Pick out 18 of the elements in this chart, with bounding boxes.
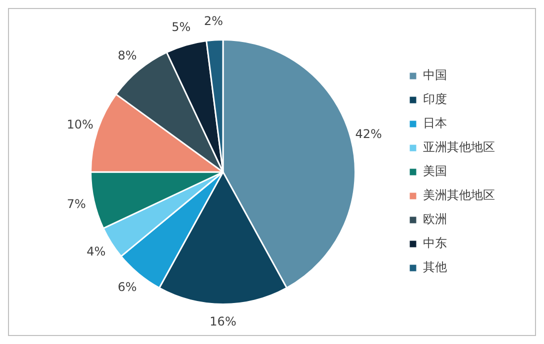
data-label: 2% (204, 14, 224, 28)
legend-label: 中东 (423, 236, 447, 250)
legend-label: 其他 (423, 260, 447, 274)
legend-label: 美洲其他地区 (423, 188, 495, 202)
legend-label: 印度 (423, 92, 447, 106)
data-label: 10% (66, 118, 94, 132)
legend-label: 欧洲 (423, 212, 447, 226)
legend-label: 日本 (423, 116, 447, 130)
legend-label: 美国 (423, 164, 447, 178)
data-label: 7% (66, 196, 86, 211)
data-label: 4% (86, 244, 106, 259)
data-label: 8% (118, 48, 137, 62)
data-label: 6% (118, 280, 137, 294)
legend-label: 亚洲其他地区 (423, 140, 495, 154)
data-label: 16% (210, 314, 236, 328)
data-label: 5% (172, 20, 191, 34)
legend-label: 中国 (423, 68, 447, 82)
data-label: 42% (355, 126, 382, 141)
